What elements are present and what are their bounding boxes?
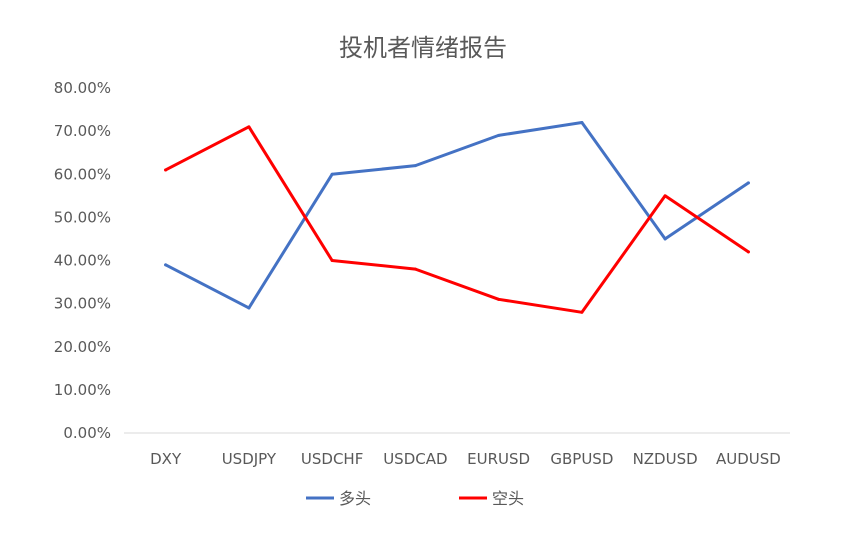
x-tick-label: USDJPY (222, 450, 277, 468)
y-tick-label: 30.00% (54, 295, 111, 313)
y-tick-label: 10.00% (54, 381, 111, 399)
x-tick-label: EURUSD (467, 450, 530, 468)
plot-area (164, 121, 750, 314)
data-point (164, 263, 168, 267)
y-tick-label: 0.00% (63, 424, 111, 442)
data-point (497, 133, 501, 137)
y-axis: 0.00% 10.00% 20.00% 30.00% 40.00% 50.00% 60.00… (54, 79, 111, 442)
y-tick-label: 70.00% (54, 122, 111, 140)
data-point (413, 164, 417, 168)
x-tick-label: GBPUSD (550, 450, 613, 468)
data-point (663, 237, 667, 241)
data-point (330, 172, 334, 176)
data-point (497, 297, 501, 301)
y-tick-label: 20.00% (54, 338, 111, 356)
x-tick-label: NZDUSD (633, 450, 698, 468)
legend: 多头 空头 (306, 489, 524, 508)
data-point (247, 125, 251, 129)
x-axis: DXY USDJPY USDCHF USDCAD EURUSD GBPUSD NZDUSD A… (124, 432, 790, 468)
series-line-1 (164, 121, 750, 310)
x-tick-label: USDCAD (383, 450, 447, 468)
y-tick-label: 50.00% (54, 208, 111, 226)
data-point (330, 259, 334, 262)
legend-label: 空头 (492, 489, 524, 508)
y-tick-label: 80.00% (54, 79, 111, 97)
data-point (580, 310, 584, 314)
data-point (663, 194, 667, 198)
data-point (164, 168, 168, 172)
chart-title: 投机者情绪报告 (339, 34, 507, 62)
y-tick-label: 60.00% (54, 165, 111, 183)
data-point (247, 306, 251, 310)
y-tick-label: 40.00% (54, 252, 111, 270)
data-point (746, 250, 750, 254)
series-line-2 (164, 125, 750, 314)
data-point (746, 181, 750, 185)
legend-label: 多头 (339, 489, 371, 508)
data-point (413, 267, 417, 271)
x-tick-label: USDCHF (301, 450, 363, 468)
data-point (580, 121, 584, 124)
x-tick-label: DXY (150, 450, 182, 468)
x-tick-label: AUDUSD (716, 450, 781, 468)
